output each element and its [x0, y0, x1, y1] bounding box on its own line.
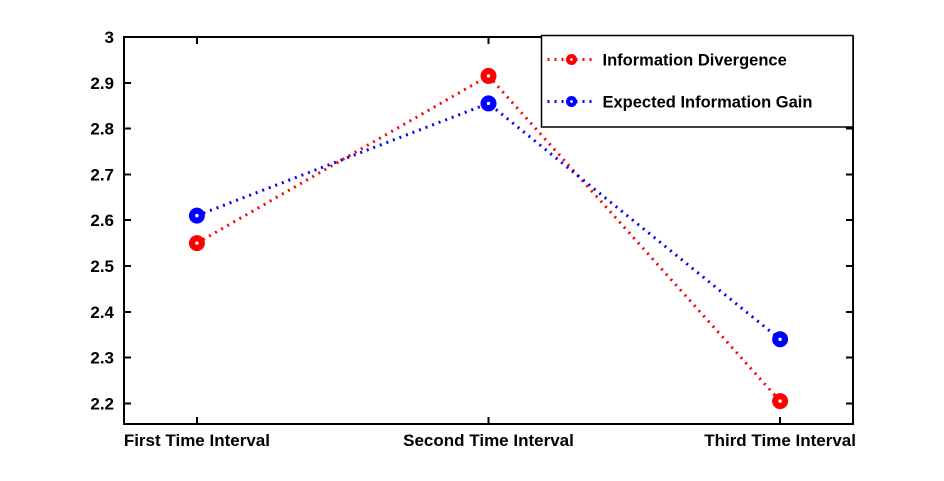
- legend: Information Divergence Expected Informati…: [540, 34, 854, 128]
- data-point-marker-center: [486, 101, 491, 106]
- y-tick-label: 2.2: [90, 394, 114, 413]
- series-information-divergence: [188, 67, 789, 410]
- legend-entry-expected-information-gain: Expected Information Gain: [547, 94, 813, 112]
- y-tick-label: 2.3: [90, 349, 114, 368]
- data-point-marker-center: [486, 74, 491, 78]
- y-tick-label: 2.5: [90, 257, 114, 276]
- legend-label: Information Divergence: [603, 52, 787, 70]
- x-tick-label: First Time Interval: [124, 431, 270, 450]
- y-tick-label: 2.6: [90, 211, 114, 230]
- data-point-marker-center: [778, 399, 782, 403]
- legend-box: [540, 34, 854, 128]
- data-point-marker-center: [195, 241, 199, 245]
- data-point-marker-center: [195, 213, 199, 218]
- data-point-marker-center: [778, 337, 782, 341]
- x-tick-label: Second Time Interval: [403, 431, 574, 450]
- legend-sample-marker-center: [570, 58, 573, 61]
- y-tick-label: 2.8: [90, 120, 114, 139]
- y-tick-label: 2.7: [90, 165, 114, 184]
- legend-entry-information-divergence: Information Divergence: [547, 52, 787, 70]
- axes: [123, 36, 854, 425]
- y-tick-label: 2.9: [90, 74, 114, 93]
- series-line-expected-information-gain: [196, 101, 782, 341]
- legend-label: Expected Information Gain: [603, 94, 813, 112]
- y-tick-label: 3: [105, 28, 114, 47]
- legend-sample-marker-center: [570, 100, 573, 103]
- series-expected-information-gain: [188, 95, 789, 348]
- y-tick-label: 2.4: [90, 303, 114, 322]
- x-tick-label: Third Time Interval: [704, 431, 856, 450]
